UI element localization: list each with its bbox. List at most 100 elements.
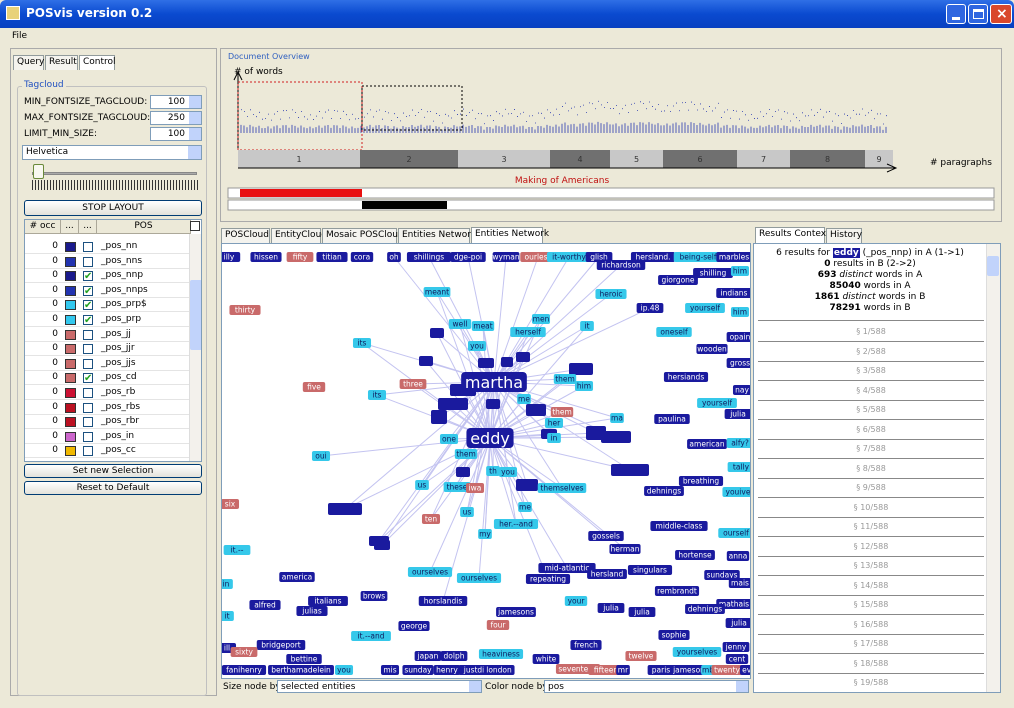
section-row[interactable]: § 16/588 (758, 616, 984, 635)
network-node[interactable]: julia (724, 409, 751, 419)
network-node[interactable]: yourselves (672, 647, 722, 657)
network-node[interactable]: henry (433, 665, 461, 675)
network-node[interactable]: sophie (658, 630, 690, 640)
network-node[interactable]: your (564, 596, 588, 606)
section-row[interactable]: § 18/588 (758, 655, 984, 674)
network-node[interactable]: mais (728, 578, 751, 588)
network-node[interactable]: shillings (406, 252, 452, 262)
network-node[interactable]: dehnings (685, 604, 725, 614)
network-node[interactable]: repeating (525, 574, 571, 584)
network-node[interactable]: iwa (465, 483, 485, 493)
pos-checkbox[interactable] (83, 446, 93, 457)
section-row[interactable]: § 12/588 (758, 538, 984, 557)
network-node[interactable]: ourselves (456, 573, 502, 583)
close-button[interactable]: × (990, 4, 1012, 24)
section-row[interactable]: § 5/588 (758, 401, 984, 420)
network-node[interactable]: hersland. (630, 252, 676, 262)
network-node[interactable]: her (544, 418, 564, 428)
network-node[interactable]: its (367, 390, 387, 400)
network-node[interactable]: singulars (627, 565, 673, 575)
network-node[interactable]: glish (585, 252, 613, 262)
network-node[interactable]: japan (414, 651, 442, 661)
pos-checkbox[interactable] (83, 329, 93, 340)
panel-button[interactable]: Reset to Default (24, 481, 202, 495)
pos-checkbox[interactable]: ✔ (83, 373, 93, 385)
network-node[interactable]: eddy (466, 428, 514, 448)
network-node[interactable]: one (439, 434, 459, 444)
network-node[interactable]: four (486, 620, 510, 630)
network-node[interactable]: hersland (587, 569, 627, 579)
size-select[interactable]: selected entities (277, 680, 482, 693)
menu-item[interactable]: File (12, 31, 28, 41)
network-node[interactable]: julia (597, 603, 625, 613)
network-node[interactable]: paris (647, 665, 675, 675)
network-node[interactable]: dge-poi (450, 252, 486, 262)
minimize-button[interactable] (946, 4, 966, 24)
tab[interactable]: POSCloud (221, 228, 270, 243)
pos-checkbox[interactable] (83, 242, 93, 252)
network-node[interactable]: middle-class (650, 521, 708, 531)
network-node[interactable]: thirty (229, 305, 261, 315)
network-node[interactable]: tally (727, 462, 751, 472)
stop-layout-button[interactable]: STOP LAYOUT (24, 200, 202, 216)
network-node[interactable]: shilling (693, 268, 733, 278)
network-node[interactable]: sixty (230, 647, 258, 657)
network-node[interactable]: youive (722, 487, 751, 497)
pos-checkbox[interactable]: ✔ (83, 285, 93, 297)
network-node[interactable]: jamesons (496, 607, 536, 617)
network-node[interactable]: twelve (625, 651, 657, 661)
network-node[interactable]: it.--and (351, 631, 391, 641)
network-node[interactable]: ourless (520, 252, 556, 262)
network-node[interactable]: white (532, 654, 560, 664)
network-node[interactable]: dehnings (644, 486, 684, 496)
network-node[interactable]: wooden (696, 344, 728, 354)
tab[interactable]: Entities Network (398, 228, 476, 243)
network-node[interactable]: america (279, 572, 315, 582)
network-node[interactable]: opain (726, 332, 751, 342)
network-node[interactable]: jenny (722, 642, 750, 652)
network-node[interactable]: mr (616, 665, 630, 675)
network-node[interactable]: cent (725, 654, 749, 664)
network-node[interactable]: him (574, 381, 594, 391)
network-node[interactable]: american (687, 439, 727, 449)
section-row[interactable]: § 1/588 (758, 323, 984, 342)
pos-checkbox[interactable]: ✔ (83, 315, 93, 326)
network-node[interactable]: three (399, 379, 427, 389)
network-node[interactable]: her.--and (493, 519, 539, 529)
section-row[interactable]: § 4/588 (758, 382, 984, 401)
section-row[interactable]: § 17/588 (758, 635, 984, 654)
pos-checkbox[interactable]: ✔ (83, 300, 93, 312)
network-node[interactable]: berthamadelein (268, 665, 334, 675)
network-node[interactable]: indians (716, 288, 751, 298)
network-node[interactable]: it.-- (223, 545, 251, 555)
network-node[interactable]: him (730, 307, 750, 317)
network-node[interactable]: my (478, 529, 492, 539)
network-node[interactable]: us (460, 507, 474, 517)
network-node[interactable]: brows (360, 591, 388, 601)
tab[interactable]: Entities Network (471, 227, 549, 243)
network-node[interactable]: these (443, 482, 471, 492)
network-node[interactable]: ip.48 (636, 303, 664, 313)
network-node[interactable]: herman (609, 544, 641, 554)
network-node[interactable]: men (531, 314, 551, 324)
pos-checkbox[interactable] (83, 431, 93, 442)
pos-checkbox[interactable] (83, 417, 93, 428)
network-node[interactable]: twenty (711, 665, 743, 675)
network-node[interactable]: them (550, 407, 574, 417)
panel-button[interactable]: Set new Selection (24, 464, 202, 478)
spinner[interactable]: 250 (150, 111, 202, 125)
network-node[interactable]: julia (725, 618, 751, 628)
network-node[interactable]: heaviness (478, 649, 524, 659)
network-node[interactable]: gossels (588, 531, 624, 541)
network-node[interactable]: th (486, 466, 500, 476)
section-row[interactable]: § 2/588 (758, 343, 984, 362)
network-node[interactable]: hissen (250, 252, 282, 262)
network-node[interactable]: london (483, 665, 515, 675)
network-node[interactable]: ourself (718, 528, 751, 538)
tab[interactable]: Query (13, 55, 44, 70)
network-node[interactable]: illy (222, 252, 241, 262)
tab[interactable]: History (826, 228, 862, 243)
network-node[interactable]: oui (311, 451, 331, 461)
network-node[interactable]: you (467, 341, 487, 351)
network-node[interactable]: julias (296, 606, 328, 616)
